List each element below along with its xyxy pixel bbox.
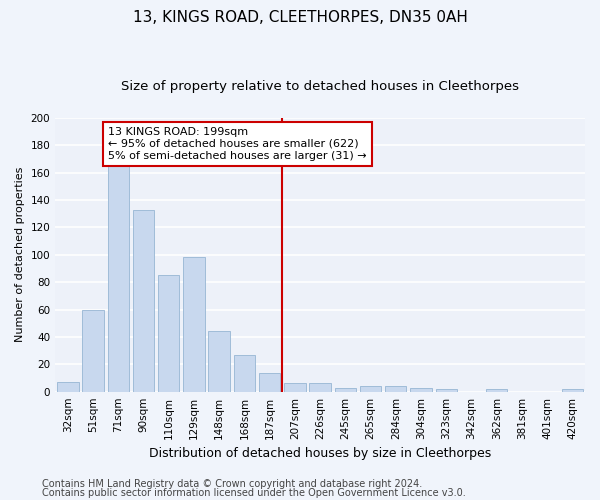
Text: 13, KINGS ROAD, CLEETHORPES, DN35 0AH: 13, KINGS ROAD, CLEETHORPES, DN35 0AH	[133, 10, 467, 25]
Bar	[82, 310, 104, 392]
Text: 13 KINGS ROAD: 199sqm
← 95% of detached houses are smaller (622)
5% of semi-deta: 13 KINGS ROAD: 199sqm ← 95% of detached …	[108, 128, 367, 160]
Text: Contains public sector information licensed under the Open Government Licence v3: Contains public sector information licen…	[42, 488, 466, 498]
Bar	[133, 210, 154, 392]
Bar	[208, 332, 230, 392]
Bar	[335, 388, 356, 392]
Bar	[183, 258, 205, 392]
Text: Contains HM Land Registry data © Crown copyright and database right 2024.: Contains HM Land Registry data © Crown c…	[42, 479, 422, 489]
Bar	[436, 389, 457, 392]
Bar	[233, 354, 255, 392]
X-axis label: Distribution of detached houses by size in Cleethorpes: Distribution of detached houses by size …	[149, 447, 491, 460]
Bar	[158, 276, 179, 392]
Bar	[57, 382, 79, 392]
Bar	[259, 372, 280, 392]
Bar	[562, 389, 583, 392]
Bar	[107, 166, 129, 392]
Bar	[385, 386, 406, 392]
Bar	[284, 384, 305, 392]
Y-axis label: Number of detached properties: Number of detached properties	[15, 167, 25, 342]
Title: Size of property relative to detached houses in Cleethorpes: Size of property relative to detached ho…	[121, 80, 519, 93]
Bar	[410, 388, 432, 392]
Bar	[360, 386, 381, 392]
Bar	[486, 389, 508, 392]
Bar	[310, 384, 331, 392]
